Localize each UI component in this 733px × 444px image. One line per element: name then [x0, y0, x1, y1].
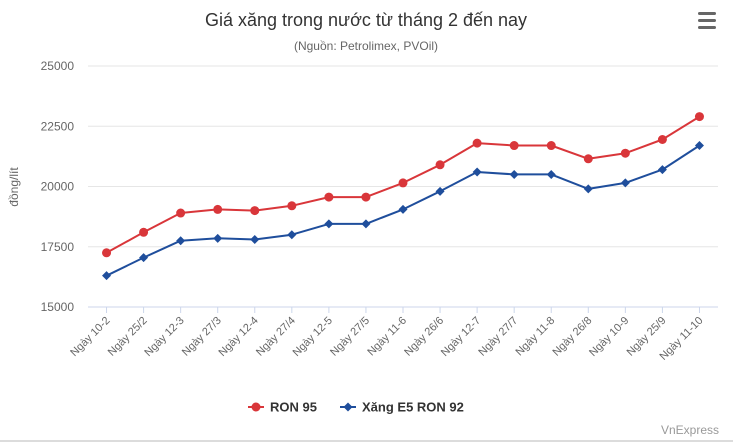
- data-point[interactable]: [139, 253, 149, 263]
- data-point[interactable]: [472, 167, 482, 177]
- series-layer: [102, 112, 704, 281]
- y-tick-label: 25000: [41, 59, 75, 73]
- x-tick-label: Ngày 12-3: [142, 315, 186, 359]
- data-point[interactable]: [583, 154, 593, 164]
- menu-bar-icon: [698, 26, 716, 29]
- menu-bar-icon: [698, 19, 716, 22]
- data-point[interactable]: [287, 201, 297, 211]
- data-point[interactable]: [694, 141, 704, 151]
- data-point[interactable]: [546, 141, 556, 151]
- data-point[interactable]: [287, 230, 297, 240]
- x-tick-label: Ngày 12-7: [439, 315, 483, 359]
- data-point[interactable]: [546, 169, 556, 179]
- y-tick-label: 20000: [41, 180, 75, 194]
- chart-subtitle: (Nguồn: Petrolimex, PVOil): [294, 39, 438, 53]
- data-point[interactable]: [398, 204, 408, 214]
- x-tick-label: Ngày 10-2: [68, 315, 112, 359]
- hamburger-menu-icon[interactable]: [695, 12, 721, 36]
- data-point[interactable]: [620, 178, 630, 188]
- data-point[interactable]: [139, 227, 149, 237]
- data-point[interactable]: [509, 141, 519, 151]
- data-point[interactable]: [657, 165, 667, 175]
- data-point[interactable]: [435, 186, 445, 196]
- data-point[interactable]: [435, 160, 445, 170]
- data-point[interactable]: [361, 192, 371, 202]
- chart-credit[interactable]: VnExpress: [660, 423, 719, 437]
- legend-marker: [343, 402, 353, 412]
- legend-item[interactable]: Xăng E5 RON 92: [340, 400, 464, 415]
- legend-marker: [251, 402, 261, 412]
- menu-bar-icon: [698, 12, 716, 15]
- legend[interactable]: RON 95 Xăng E5 RON 92: [248, 400, 464, 415]
- legend-item[interactable]: RON 95: [248, 400, 317, 415]
- data-point[interactable]: [102, 271, 112, 281]
- chart-title: Giá xăng trong nước từ tháng 2 đến nay: [205, 10, 527, 30]
- x-tick-label: Ngày 27/5: [328, 315, 372, 359]
- x-tick-label: Ngày 12-4: [217, 315, 261, 359]
- data-point[interactable]: [176, 236, 186, 246]
- y-tick-label: 22500: [41, 119, 75, 133]
- data-point[interactable]: [102, 248, 112, 258]
- y-axis-label: đồng/lít: [7, 167, 21, 207]
- data-point[interactable]: [324, 192, 334, 202]
- data-point[interactable]: [694, 112, 704, 122]
- data-point[interactable]: [324, 219, 334, 229]
- data-point[interactable]: [250, 206, 260, 216]
- data-point[interactable]: [250, 235, 260, 245]
- data-point[interactable]: [620, 148, 630, 158]
- y-tick-label: 15000: [41, 300, 75, 314]
- x-tick-label: Ngày 11-6: [365, 315, 409, 359]
- data-point[interactable]: [509, 169, 519, 179]
- legend-label: Xăng E5 RON 92: [362, 400, 464, 415]
- y-tick-label: 17500: [41, 240, 75, 254]
- x-tick-label: Ngày 10-9: [587, 315, 631, 359]
- data-point[interactable]: [583, 184, 593, 194]
- data-point[interactable]: [213, 233, 223, 243]
- data-point[interactable]: [657, 135, 667, 145]
- legend-label: RON 95: [270, 400, 317, 415]
- y-axis-ticks: 15000 17500 20000 22500 25000: [41, 59, 75, 314]
- data-point[interactable]: [472, 138, 482, 148]
- x-tick-label: Ngày 27/7: [476, 315, 520, 359]
- data-point[interactable]: [361, 219, 371, 229]
- data-point[interactable]: [398, 178, 408, 188]
- data-point[interactable]: [213, 204, 223, 214]
- data-point[interactable]: [176, 208, 186, 218]
- bottom-divider: [0, 440, 733, 442]
- x-tick-label: Ngày 12-5: [291, 315, 335, 359]
- x-tick-label: Ngày 11-8: [514, 315, 558, 359]
